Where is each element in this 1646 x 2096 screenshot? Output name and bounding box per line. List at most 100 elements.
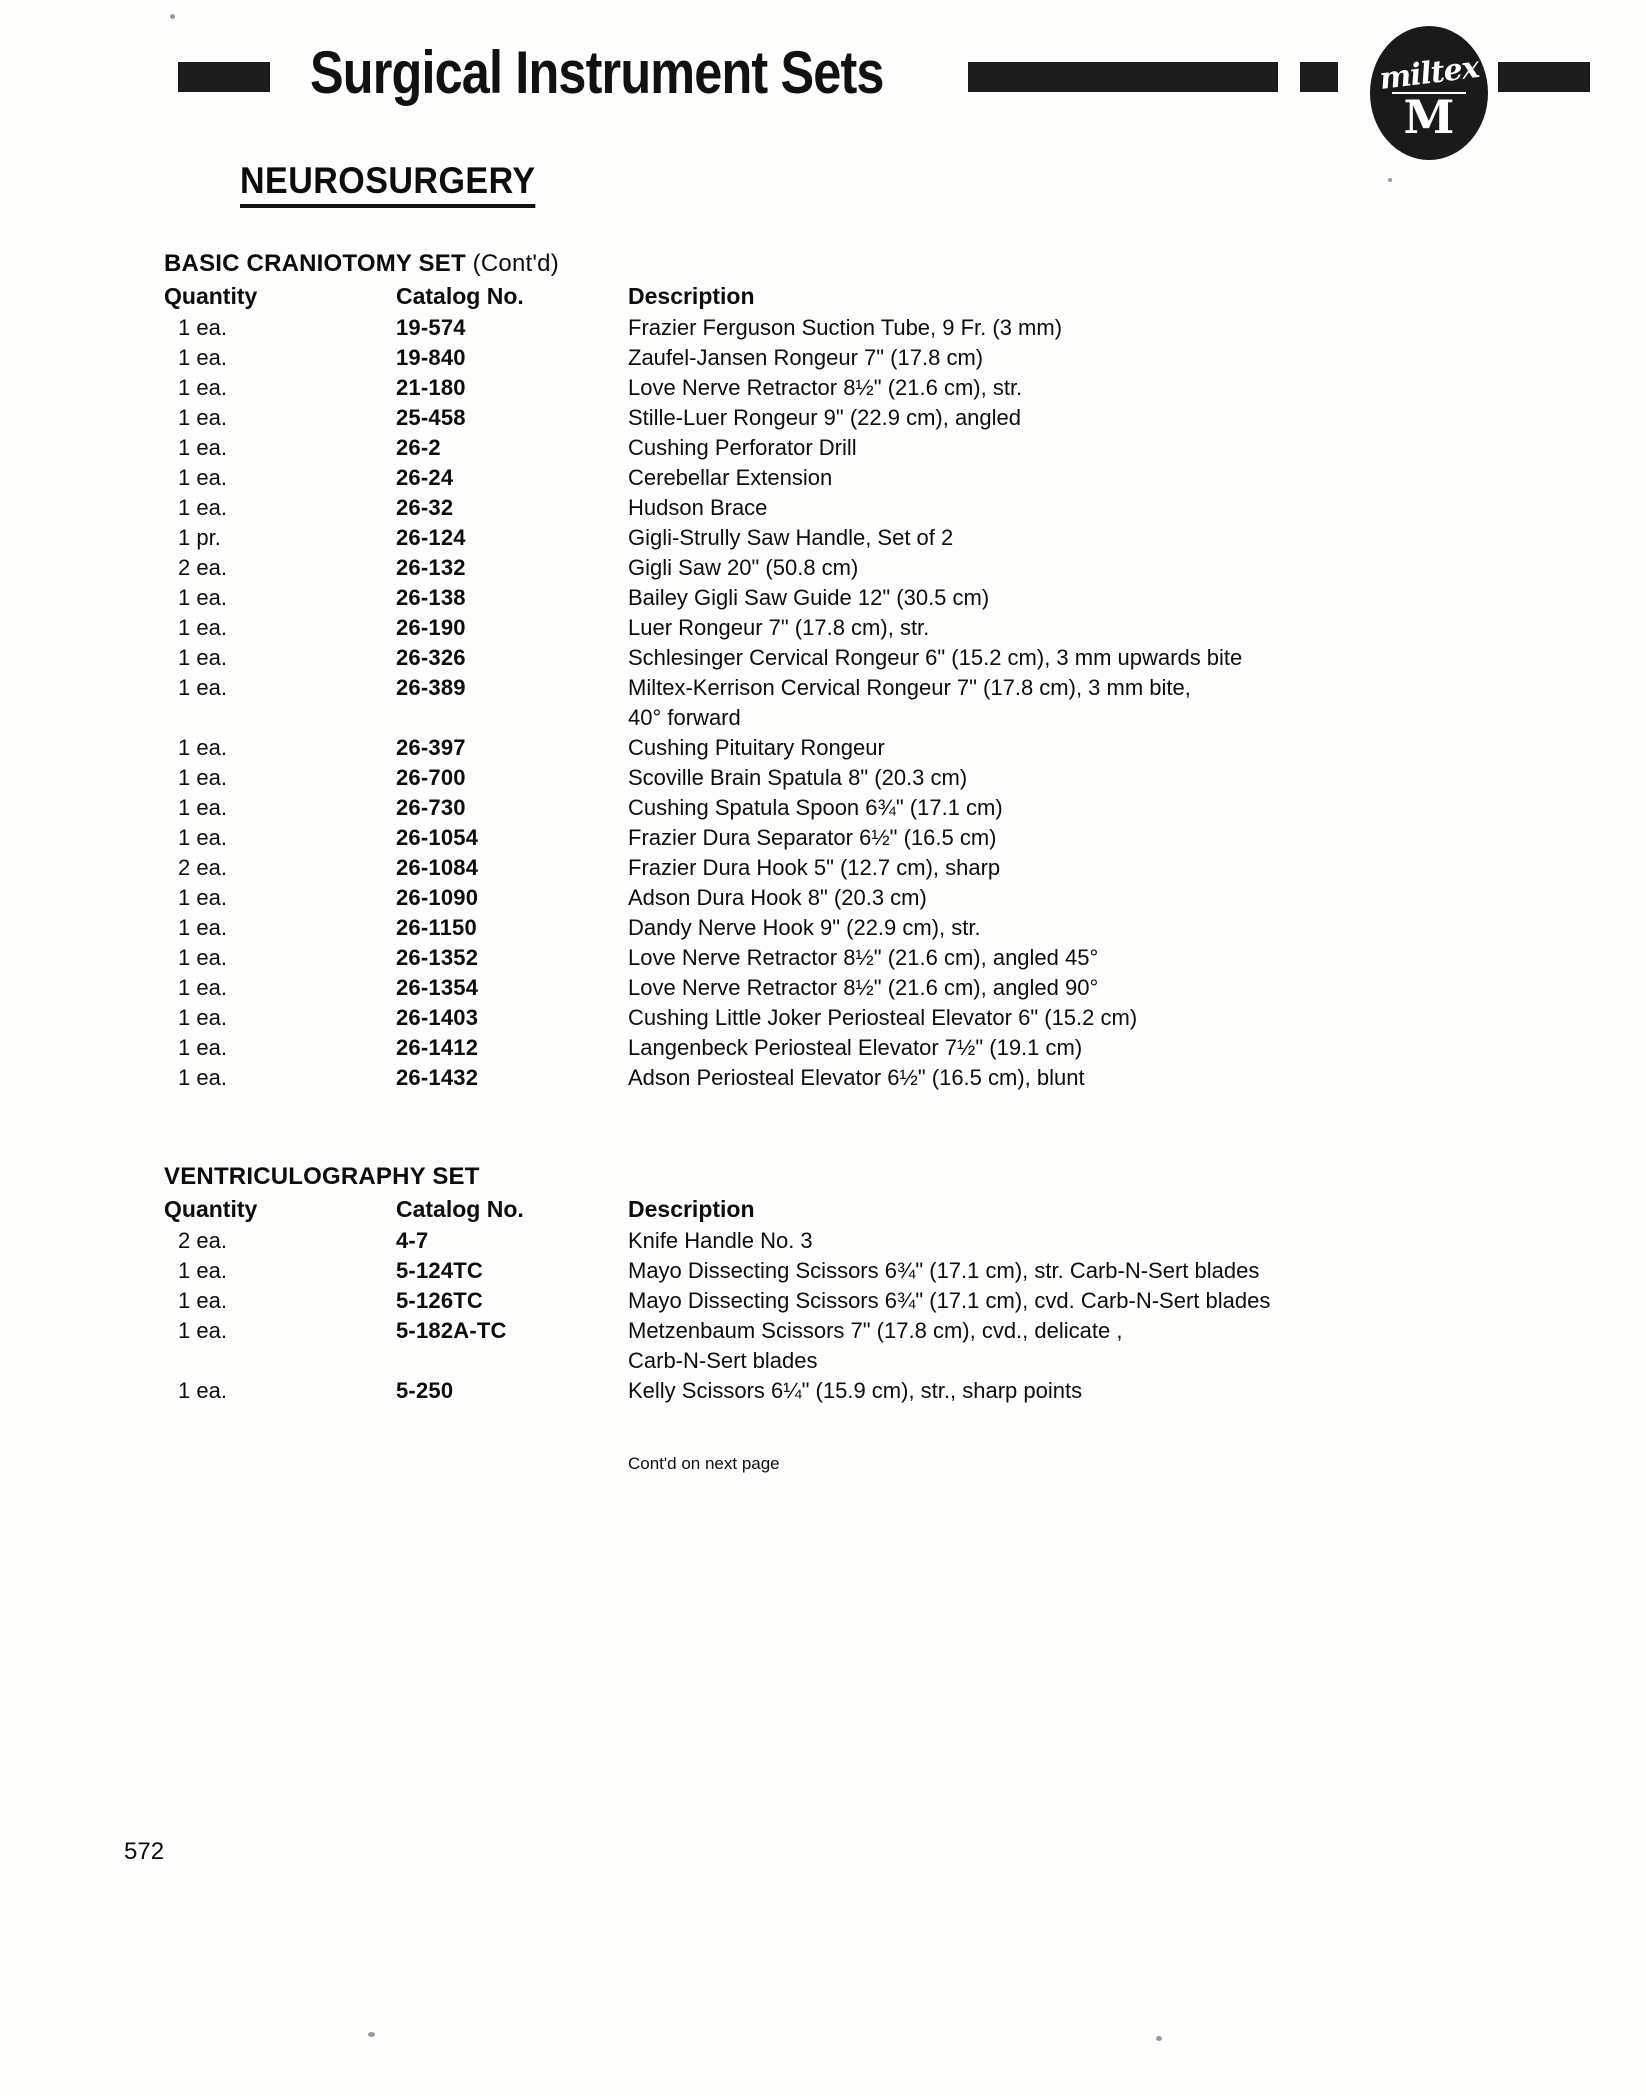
cell-description: Bailey Gigli Saw Guide 12" (30.5 cm) (628, 585, 990, 610)
cell-description: Cushing Perforator Drill (628, 435, 857, 460)
cell-catalog-number: 26-1403 (396, 1005, 479, 1030)
table-row: 1 ea. 25-458 Stille-Luer Rongeur 9" (22.9 … (0, 405, 1646, 435)
table-row: 1 ea. 26-1403 Cushing Little Joker Periost… (0, 1005, 1646, 1035)
table-row: 2 ea. 26-132 Gigli Saw 20" (50.8 cm) (0, 555, 1646, 585)
table-row: 1 ea. 26-138 Bailey Gigli Saw Guide 12" (3… (0, 585, 1646, 615)
scan-speck (1156, 2036, 1162, 2041)
cell-catalog-number: 26-326 (396, 645, 466, 670)
table-row: 2 ea. 4-7 Knife Handle No. 3 (0, 1228, 1646, 1258)
cell-catalog-number: 26-1352 (396, 945, 479, 970)
cell-description: Adson Dura Hook 8" (20.3 cm) (628, 885, 927, 910)
column-header-quantity: Quantity (164, 283, 258, 309)
cell-quantity: 1 ea. (178, 1005, 227, 1030)
table-row: 1 ea. 26-24 Cerebellar Extension (0, 465, 1646, 495)
cell-quantity: 1 ea. (178, 885, 227, 910)
table-row: 1 ea. 19-574 Frazier Ferguson Suction Tube… (0, 315, 1646, 345)
cell-catalog-number: 5-126TC (396, 1288, 483, 1313)
miltex-logo: miltex M (1370, 26, 1488, 160)
scan-speck (170, 14, 175, 19)
cell-description: Love Nerve Retractor 8½" (21.6 cm), str. (628, 375, 1023, 400)
table-row: 1 ea. 26-1150 Dandy Nerve Hook 9" (22.9 cm… (0, 915, 1646, 945)
cell-description: Stille-Luer Rongeur 9" (22.9 cm), angled (628, 405, 1022, 430)
cell-catalog-number: 26-1432 (396, 1065, 479, 1090)
cell-quantity: 1 ea. (178, 585, 227, 610)
cell-description: Miltex-Kerrison Cervical Rongeur 7" (17.… (628, 675, 1191, 700)
table-row: 1 ea. 26-32 Hudson Brace (0, 495, 1646, 525)
column-header-quantity: Quantity (164, 1196, 258, 1222)
continued-note: Cont'd on next page (628, 1454, 780, 1473)
cell-description: Schlesinger Cervical Rongeur 6" (15.2 cm… (628, 645, 1243, 670)
cell-quantity: 1 pr. (178, 525, 221, 550)
cell-description: Langenbeck Periosteal Elevator 7½" (19.1… (628, 1035, 1083, 1060)
cell-catalog-number: 26-730 (396, 795, 466, 820)
cell-quantity: 1 ea. (178, 375, 227, 400)
header-bar-left (178, 62, 270, 92)
table-row-continuation: 40° forward (0, 705, 1646, 735)
cell-catalog-number: 26-138 (396, 585, 466, 610)
scan-speck (368, 2032, 375, 2037)
cell-quantity: 1 ea. (178, 1035, 227, 1060)
cell-catalog-number: 26-389 (396, 675, 466, 700)
page-number: 572 (124, 1838, 165, 1865)
cell-description: Knife Handle No. 3 (628, 1228, 813, 1253)
miltex-logo-rule (1392, 92, 1466, 94)
table-row: 1 ea. 26-1432 Adson Periosteal Elevator 6½… (0, 1065, 1646, 1095)
miltex-logo-mark: M (1403, 90, 1455, 144)
cell-quantity: 1 ea. (178, 765, 227, 790)
cell-quantity: 1 ea. (178, 915, 227, 940)
cell-quantity: 1 ea. (178, 1288, 227, 1313)
cell-catalog-number: 26-700 (396, 765, 466, 790)
cell-quantity: 1 ea. (178, 315, 227, 340)
cell-catalog-number: 26-1054 (396, 825, 479, 850)
table-row: 1 ea. 26-190 Luer Rongeur 7" (17.8 cm), st… (0, 615, 1646, 645)
cell-catalog-number: 26-1150 (396, 915, 477, 940)
cell-quantity: 1 ea. (178, 1258, 227, 1283)
cell-catalog-number: 26-1354 (396, 975, 479, 1000)
table-row: 1 ea. 26-730 Cushing Spatula Spoon 6¾" (17… (0, 795, 1646, 825)
set-heading: BASIC CRANIOTOMY SET (Cont'd) (164, 250, 559, 278)
table-row: 2 ea. 26-1084 Frazier Dura Hook 5" (12.7 c… (0, 855, 1646, 885)
cell-description: Dandy Nerve Hook 9" (22.9 cm), str. (628, 915, 981, 940)
cell-quantity: 2 ea. (178, 555, 227, 580)
cell-description: Cushing Little Joker Periosteal Elevator… (628, 1005, 1138, 1030)
cell-catalog-number: 5-182A-TC (396, 1318, 507, 1343)
cell-description: Frazier Dura Hook 5" (12.7 cm), sharp (628, 855, 1001, 880)
set-heading-suffix: (Cont'd) (465, 250, 559, 277)
table-row: 1 pr. 26-124 Gigli-Strully Saw Handle, Set… (0, 525, 1646, 555)
cell-quantity: 1 ea. (178, 615, 227, 640)
table-row: 1 ea. 26-326 Schlesinger Cervical Rongeur … (0, 645, 1646, 675)
cell-catalog-number: 26-1084 (396, 855, 479, 880)
set-heading-name: VENTRICULOGRAPHY SET (164, 1163, 480, 1190)
cell-catalog-number: 26-132 (396, 555, 466, 580)
cell-quantity: 1 ea. (178, 735, 227, 760)
cell-description: Metzenbaum Scissors 7" (17.8 cm), cvd., … (628, 1318, 1123, 1343)
cell-quantity: 1 ea. (178, 1065, 227, 1090)
banner-title: Surgical Instrument Sets (310, 39, 884, 106)
cell-quantity: 1 ea. (178, 675, 227, 700)
table-row: 1 ea. 26-1354 Love Nerve Retractor 8½" (21… (0, 975, 1646, 1005)
cell-quantity: 1 ea. (178, 435, 227, 460)
cell-description-line2: Carb-N-Sert blades (628, 1348, 818, 1373)
table-row: 1 ea. 5-126TC Mayo Dissecting Scissors 6¾"… (0, 1288, 1646, 1318)
cell-catalog-number: 5-124TC (396, 1258, 483, 1283)
cell-description: Mayo Dissecting Scissors 6¾" (17.1 cm), … (628, 1258, 1260, 1283)
table-row-continuation: Carb-N-Sert blades (0, 1348, 1646, 1378)
header-bar-mid-a (968, 62, 1278, 92)
cell-description: Mayo Dissecting Scissors 6¾" (17.1 cm), … (628, 1288, 1271, 1313)
cell-description: Love Nerve Retractor 8½" (21.6 cm), angl… (628, 975, 1099, 1000)
page-title: NEUROSURGERY (240, 160, 536, 208)
cell-catalog-number: 4-7 (396, 1228, 429, 1253)
column-header-description: Description (628, 1196, 755, 1222)
cell-description: Hudson Brace (628, 495, 768, 520)
cell-description: Frazier Ferguson Suction Tube, 9 Fr. (3 … (628, 315, 1063, 340)
cell-catalog-number: 26-2 (396, 435, 441, 460)
table-row: 1 ea. 5-182A-TC Metzenbaum Scissors 7" (17… (0, 1318, 1646, 1348)
cell-description: Luer Rongeur 7" (17.8 cm), str. (628, 615, 930, 640)
cell-description: Gigli-Strully Saw Handle, Set of 2 (628, 525, 954, 550)
cell-catalog-number: 19-574 (396, 315, 466, 340)
scan-speck (1388, 178, 1392, 182)
cell-description: Frazier Dura Separator 6½" (16.5 cm) (628, 825, 997, 850)
cell-quantity: 1 ea. (178, 345, 227, 370)
set-heading: VENTRICULOGRAPHY SET (164, 1163, 480, 1191)
